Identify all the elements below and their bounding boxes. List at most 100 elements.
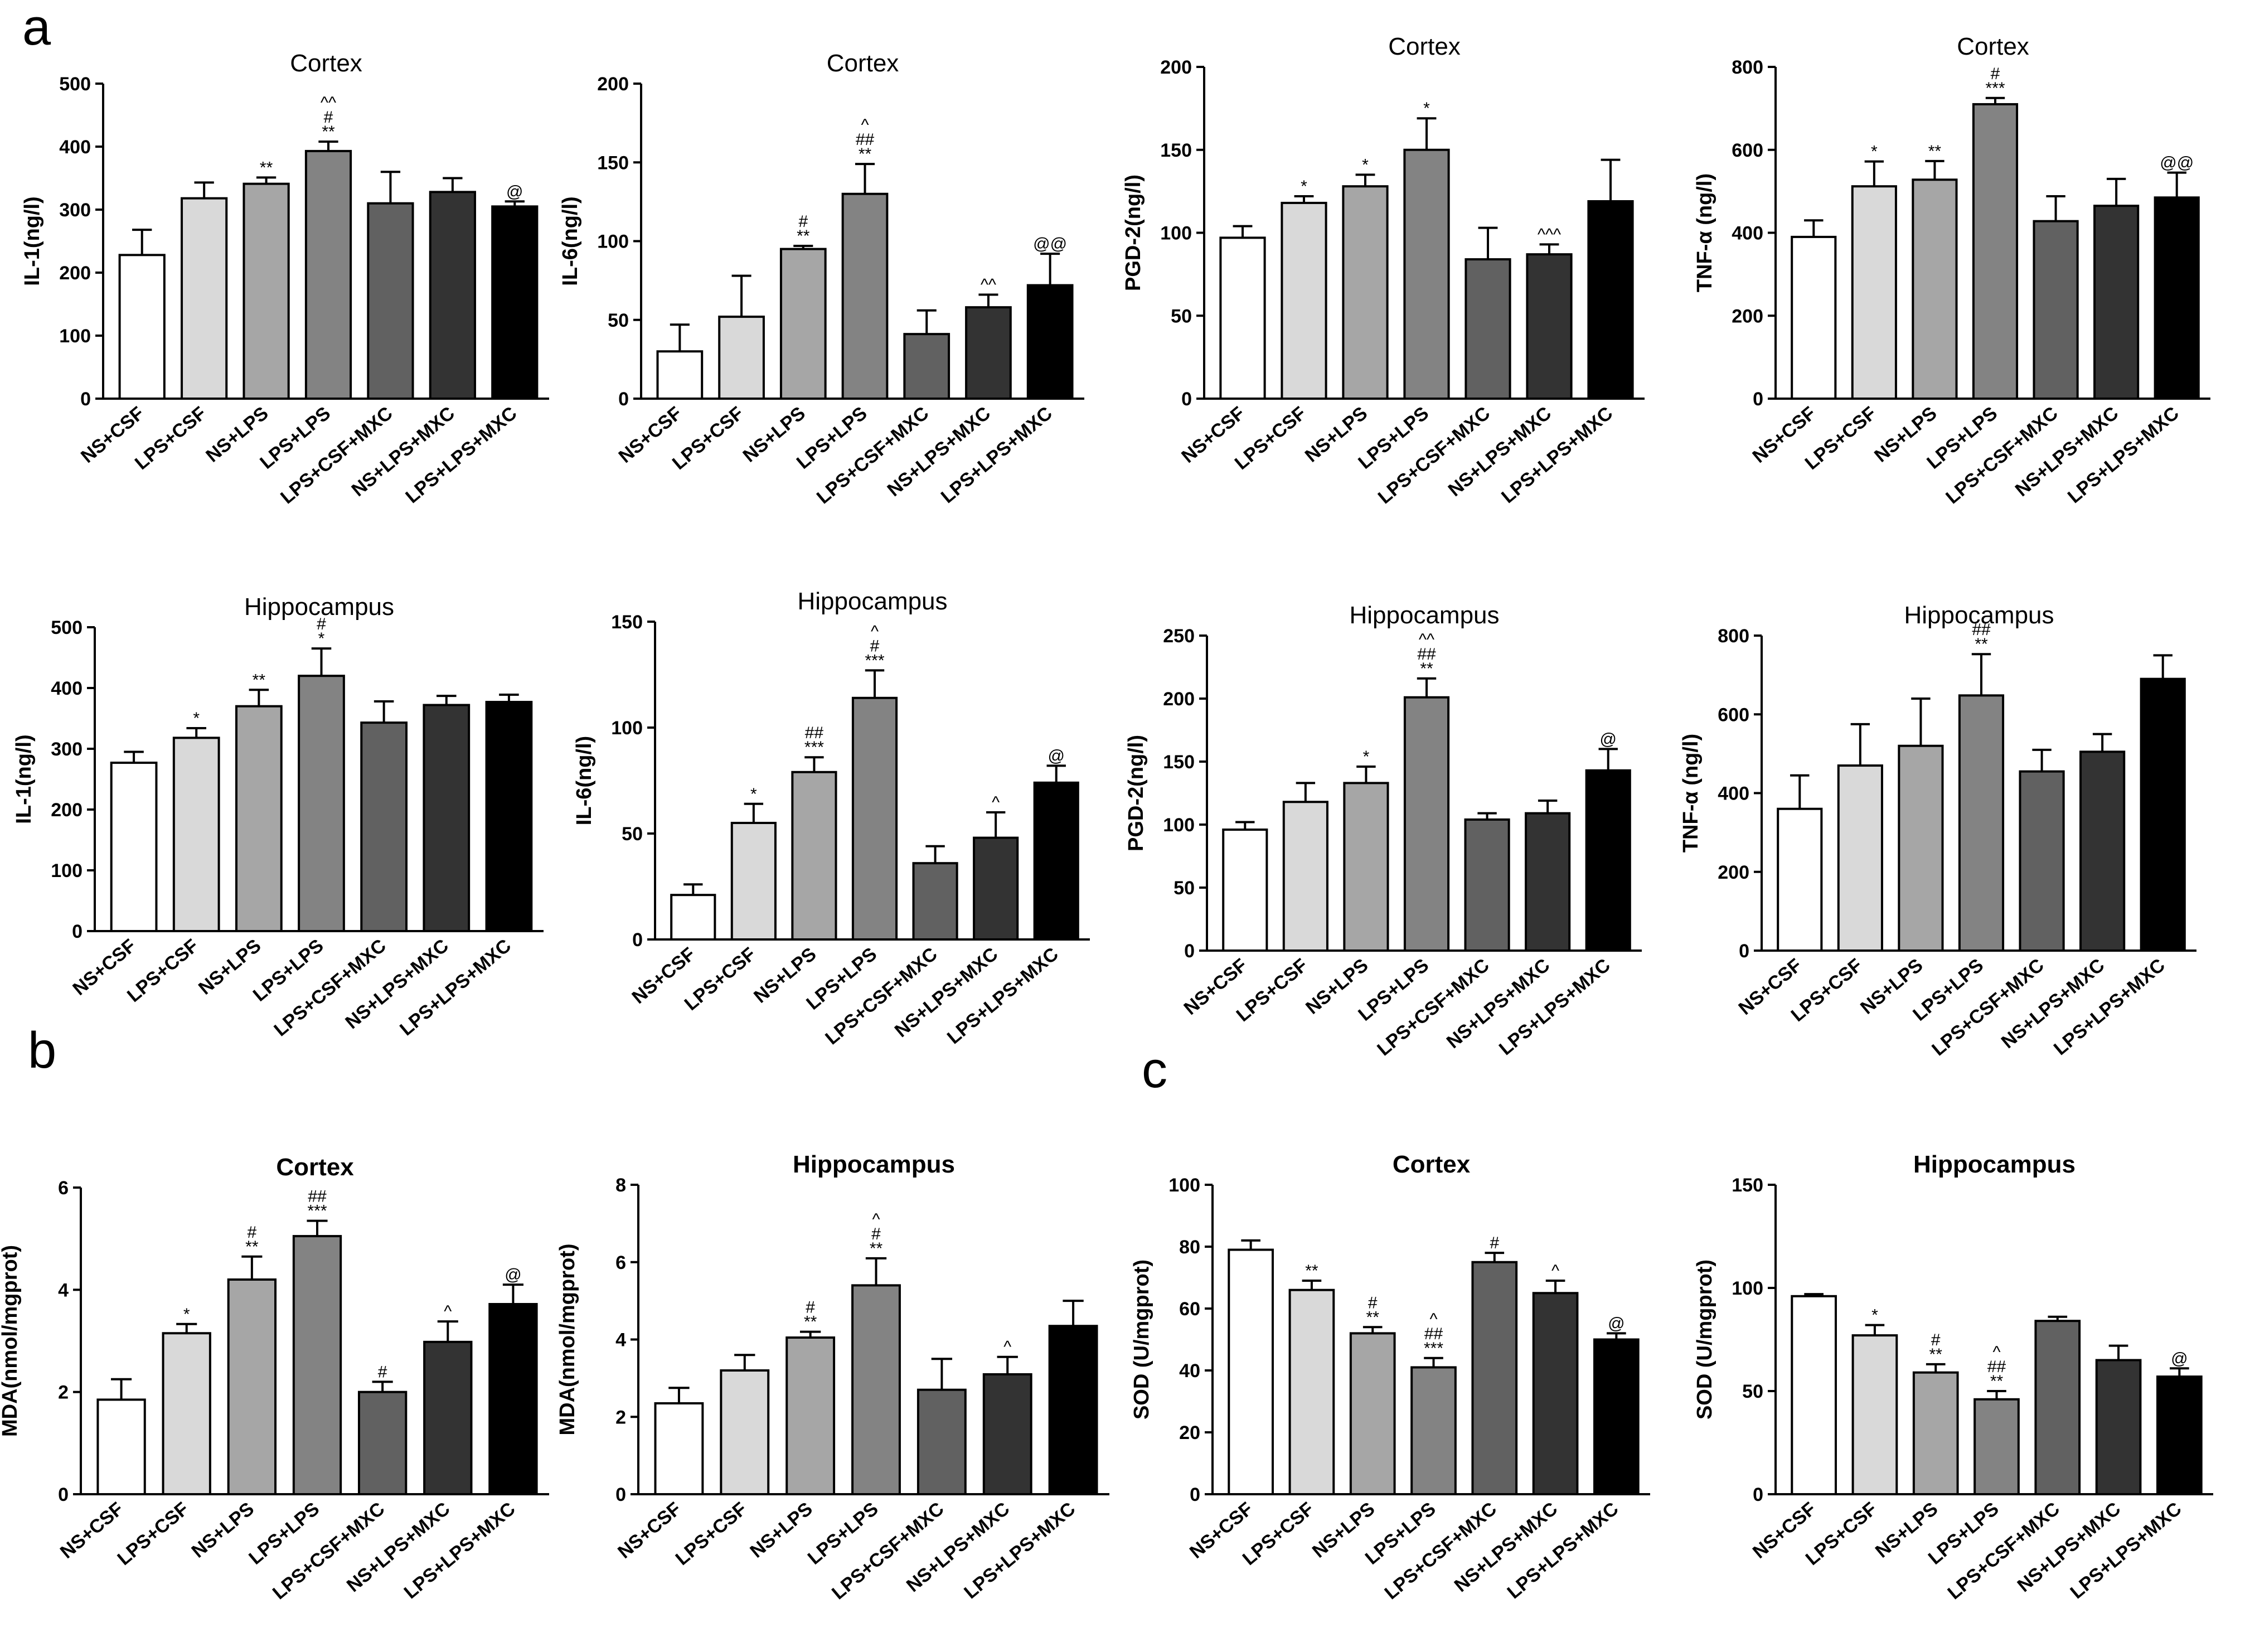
significance-label: @ [1608,1314,1625,1333]
significance-label: ^ [872,1210,880,1229]
bar [1033,781,1079,941]
significance-label: ## [1987,1358,2006,1376]
bar [841,192,889,400]
bar [2034,1320,2081,1495]
bar [1972,103,2019,400]
bar [1837,764,1883,952]
y-axis-label: MDA(nmol/mgprot) [0,1245,22,1437]
bar [779,248,827,400]
y-axis-label: IL-6(ng/l) [573,736,596,825]
bar [917,1388,967,1495]
bar [654,1402,704,1495]
significance-label: @ [1048,747,1064,765]
significance-label: * [1423,99,1430,118]
y-axis-label: SOD (U/mgprot) [1130,1259,1153,1420]
significance-label: * [193,709,200,728]
significance-label: # [798,212,808,231]
bar [670,894,716,941]
significance-label: * [1363,748,1370,766]
y-tick-label: 4 [615,1330,626,1351]
bar [2093,205,2140,400]
y-tick-label: 60 [1179,1299,1200,1320]
chart-title: Cortex [1957,33,2029,60]
significance-label: ** [859,145,872,163]
significance-label: ** [1929,1345,1943,1364]
significance-label: * [318,629,325,648]
significance-label: ^ [1003,1338,1011,1357]
y-tick-label: 6 [615,1252,626,1273]
y-axis-label: MDA(nmol/mgprot) [556,1243,579,1435]
y-tick-label: 200 [1732,306,1763,327]
bar [304,149,352,400]
bar [2140,677,2186,952]
bar [1587,200,1634,400]
y-axis-label: PGD-2(ng/l) [1124,735,1148,851]
bar [656,350,704,400]
y-tick-label: 200 [51,800,83,821]
y-tick-label: 0 [1184,941,1195,962]
significance-label: @ [506,182,523,201]
significance-label: ** [1928,142,1942,161]
y-tick-label: 100 [1168,1175,1200,1196]
bar [298,675,345,932]
significance-label: # [870,637,880,655]
significance-label: @ [505,1266,521,1284]
bar [1526,253,1573,400]
panel-label-b: b [28,1022,56,1079]
significance-label: *** [1985,79,2005,98]
bar [903,333,951,400]
bar [1471,1261,1518,1495]
bar [227,1278,277,1495]
significance-label: ** [1420,660,1433,678]
y-tick-label: 800 [1718,626,1749,647]
y-tick-label: 0 [615,1484,626,1505]
significance-label: ^^ [981,276,996,294]
y-tick-label: 2 [58,1382,69,1403]
bar [1791,235,1837,400]
y-tick-label: 400 [1718,783,1749,805]
chart-title: Hippocampus [1913,1151,2076,1178]
bar [243,182,290,400]
significance-label: # [248,1223,257,1242]
bar [1851,185,1897,400]
significance-label: ^ [1992,1343,2000,1362]
bar [2095,1359,2142,1495]
significance-label: ## [1972,621,1991,639]
y-tick-label: 50 [622,823,643,845]
significance-label: # [1368,1293,1378,1312]
bar [965,306,1012,400]
y-tick-label: 0 [58,1484,69,1505]
significance-label: # [324,108,333,127]
significance-label: @@ [2160,154,2194,172]
y-tick-label: 0 [1181,389,1192,410]
y-tick-label: 0 [72,921,83,942]
bar [720,1369,770,1495]
significance-label: # [871,1225,881,1243]
y-axis-label: SOD (U/mgprot) [1693,1259,1716,1420]
significance-label: ^^^ [1538,225,1561,244]
significance-label: * [1362,156,1369,174]
bar [1288,1288,1335,1495]
bar [718,316,765,400]
y-tick-label: 300 [59,200,91,221]
bar [485,701,533,932]
significance-label: ** [870,1239,883,1258]
y-tick-label: 2 [615,1407,626,1428]
significance-label: ^^ [1419,631,1434,649]
significance-label: # [806,1299,815,1317]
bar [1342,185,1389,400]
y-tick-label: 200 [59,263,91,284]
significance-label: ## [1424,1325,1443,1343]
chart-title: Hippocampus [244,593,394,621]
bar [1048,1325,1098,1495]
bar [1349,1332,1396,1495]
y-axis-label: TNF-α (ng/l) [1679,734,1703,852]
chart-title: Cortex [290,50,362,77]
bar [1777,807,1823,952]
bar [2156,1375,2203,1496]
y-tick-label: 8 [615,1175,626,1196]
bar [1403,696,1450,952]
bar [162,1332,211,1495]
y-tick-label: 600 [1732,140,1763,161]
